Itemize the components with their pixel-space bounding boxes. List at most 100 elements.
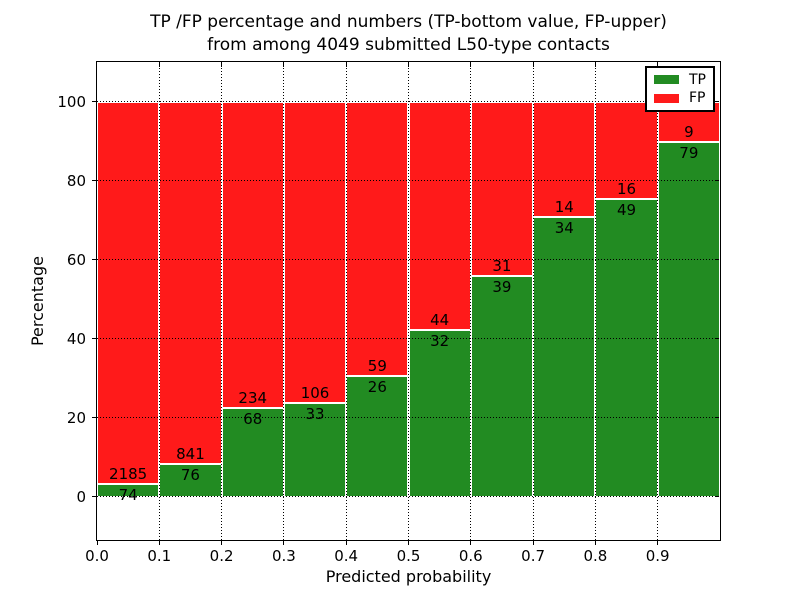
- x-tick-label: 0.2: [209, 547, 234, 565]
- x-tick-mark: [158, 541, 160, 545]
- vertical-gridline: [532, 62, 534, 540]
- y-tick-mark-right: [715, 496, 719, 498]
- bar-fp-segment: [221, 101, 284, 408]
- tp-count-label: 76: [180, 465, 200, 484]
- bar-fp-segment: [595, 101, 658, 199]
- x-tick-label: 0.7: [521, 547, 546, 565]
- tp-count-label: 49: [616, 200, 637, 219]
- y-tick-mark-right: [715, 417, 719, 419]
- y-tick-mark-right: [715, 101, 719, 102]
- fp-count-label: 9: [684, 122, 694, 141]
- bar-tp-segment: [408, 330, 471, 497]
- bar-tp-segment: [470, 276, 534, 497]
- bar-fp-segment: [97, 101, 160, 484]
- y-tick-mark: [92, 338, 97, 340]
- bar-fp-segment: [346, 101, 409, 376]
- y-tick-label: 80: [66, 171, 86, 190]
- chart-title: TP /FP percentage and numbers (TP-bottom…: [97, 11, 720, 57]
- fp-count-label: 841: [176, 444, 205, 463]
- legend: TP FP: [645, 66, 715, 112]
- y-axis-label: Percentage: [28, 256, 47, 347]
- x-tick-mark: [657, 541, 659, 545]
- x-axis-label: Predicted probability: [325, 567, 492, 586]
- tp-count-label: 68: [243, 409, 263, 428]
- legend-swatch-tp: [654, 75, 679, 85]
- x-tick-label: 0.9: [645, 547, 670, 565]
- vertical-gridline: [221, 62, 223, 540]
- x-tick-mark-top: [345, 63, 347, 67]
- bar-tp-segment: [346, 375, 409, 497]
- vertical-gridline: [594, 62, 596, 540]
- y-tick-mark: [92, 101, 97, 102]
- x-tick-label: 0.4: [334, 547, 359, 565]
- x-tick-mark-top: [221, 63, 223, 67]
- fp-count-label: 44: [430, 311, 450, 330]
- x-tick-mark: [345, 541, 347, 545]
- bar-fp-segment: [470, 101, 534, 277]
- y-tick-mark-right: [715, 180, 719, 181]
- tp-count-label: 79: [679, 143, 699, 162]
- bar-tp-segment: [283, 402, 347, 497]
- x-tick-label: 0.5: [396, 547, 421, 565]
- y-tick-mark: [92, 259, 97, 261]
- bar-fp-segment: [283, 101, 347, 403]
- y-tick-mark: [92, 417, 97, 419]
- x-tick-mark-top: [408, 63, 409, 67]
- legend-label: TP: [689, 71, 706, 88]
- x-tick-label: 0.1: [147, 547, 172, 565]
- bar-tp-segment: [159, 463, 222, 497]
- x-tick-mark-top: [158, 63, 160, 67]
- y-tick-mark: [92, 496, 97, 498]
- y-tick-label: 20: [66, 408, 86, 427]
- vertical-gridline: [158, 62, 160, 540]
- fp-count-label: 2185: [109, 464, 148, 483]
- x-tick-mark: [408, 541, 409, 545]
- legend-swatch-fp: [654, 93, 679, 103]
- tp-count-label: 39: [492, 278, 512, 297]
- y-tick-mark: [92, 180, 97, 181]
- y-tick-mark-right: [715, 259, 719, 261]
- tp-count-label: 26: [367, 377, 387, 396]
- x-tick-mark-top: [283, 63, 285, 67]
- fp-count-label: 14: [554, 197, 574, 216]
- y-tick-label: 40: [66, 329, 86, 348]
- chart-title-line2: from among 4049 submitted L50-type conta…: [207, 35, 610, 55]
- bar-tp-segment: [533, 216, 596, 497]
- x-tick-mark: [221, 541, 223, 545]
- fp-count-label: 31: [492, 257, 512, 276]
- legend-item-tp: TP: [654, 73, 713, 87]
- x-tick-label: 0.8: [583, 547, 608, 565]
- y-tick-mark-right: [715, 338, 719, 340]
- vertical-gridline: [470, 62, 472, 540]
- x-tick-label: 0.0: [85, 547, 109, 565]
- x-tick-mark: [96, 541, 98, 545]
- x-tick-mark: [532, 541, 534, 545]
- tp-count-label: 34: [554, 218, 574, 237]
- fp-count-label: 16: [616, 179, 637, 198]
- y-tick-label: 60: [66, 250, 86, 269]
- vertical-gridline: [657, 62, 659, 540]
- legend-item-fp: FP: [654, 91, 713, 105]
- vertical-gridline: [408, 62, 409, 540]
- y-tick-label: 100: [57, 92, 86, 111]
- tp-count-label: 74: [118, 485, 138, 504]
- x-tick-mark: [470, 541, 472, 545]
- x-tick-mark-top: [470, 63, 472, 67]
- x-tick-mark-top: [594, 63, 596, 67]
- x-tick-label: 0.3: [271, 547, 296, 565]
- legend-label: FP: [689, 90, 706, 107]
- vertical-gridline: [345, 62, 347, 540]
- bar-fp-segment: [533, 101, 596, 217]
- tp-count-label: 33: [305, 404, 325, 423]
- x-tick-mark: [283, 541, 285, 545]
- bar-tp-segment: [657, 141, 720, 497]
- x-tick-mark: [594, 541, 596, 545]
- fp-count-label: 106: [300, 383, 330, 402]
- bar-fp-segment: [408, 101, 471, 331]
- vertical-gridline: [283, 62, 285, 540]
- bar-tp-segment: [595, 198, 658, 497]
- x-tick-mark-top: [532, 63, 534, 67]
- chart-title-line1: TP /FP percentage and numbers (TP-bottom…: [150, 12, 667, 32]
- y-tick-label: 0: [76, 487, 86, 506]
- tp-count-label: 32: [430, 332, 450, 351]
